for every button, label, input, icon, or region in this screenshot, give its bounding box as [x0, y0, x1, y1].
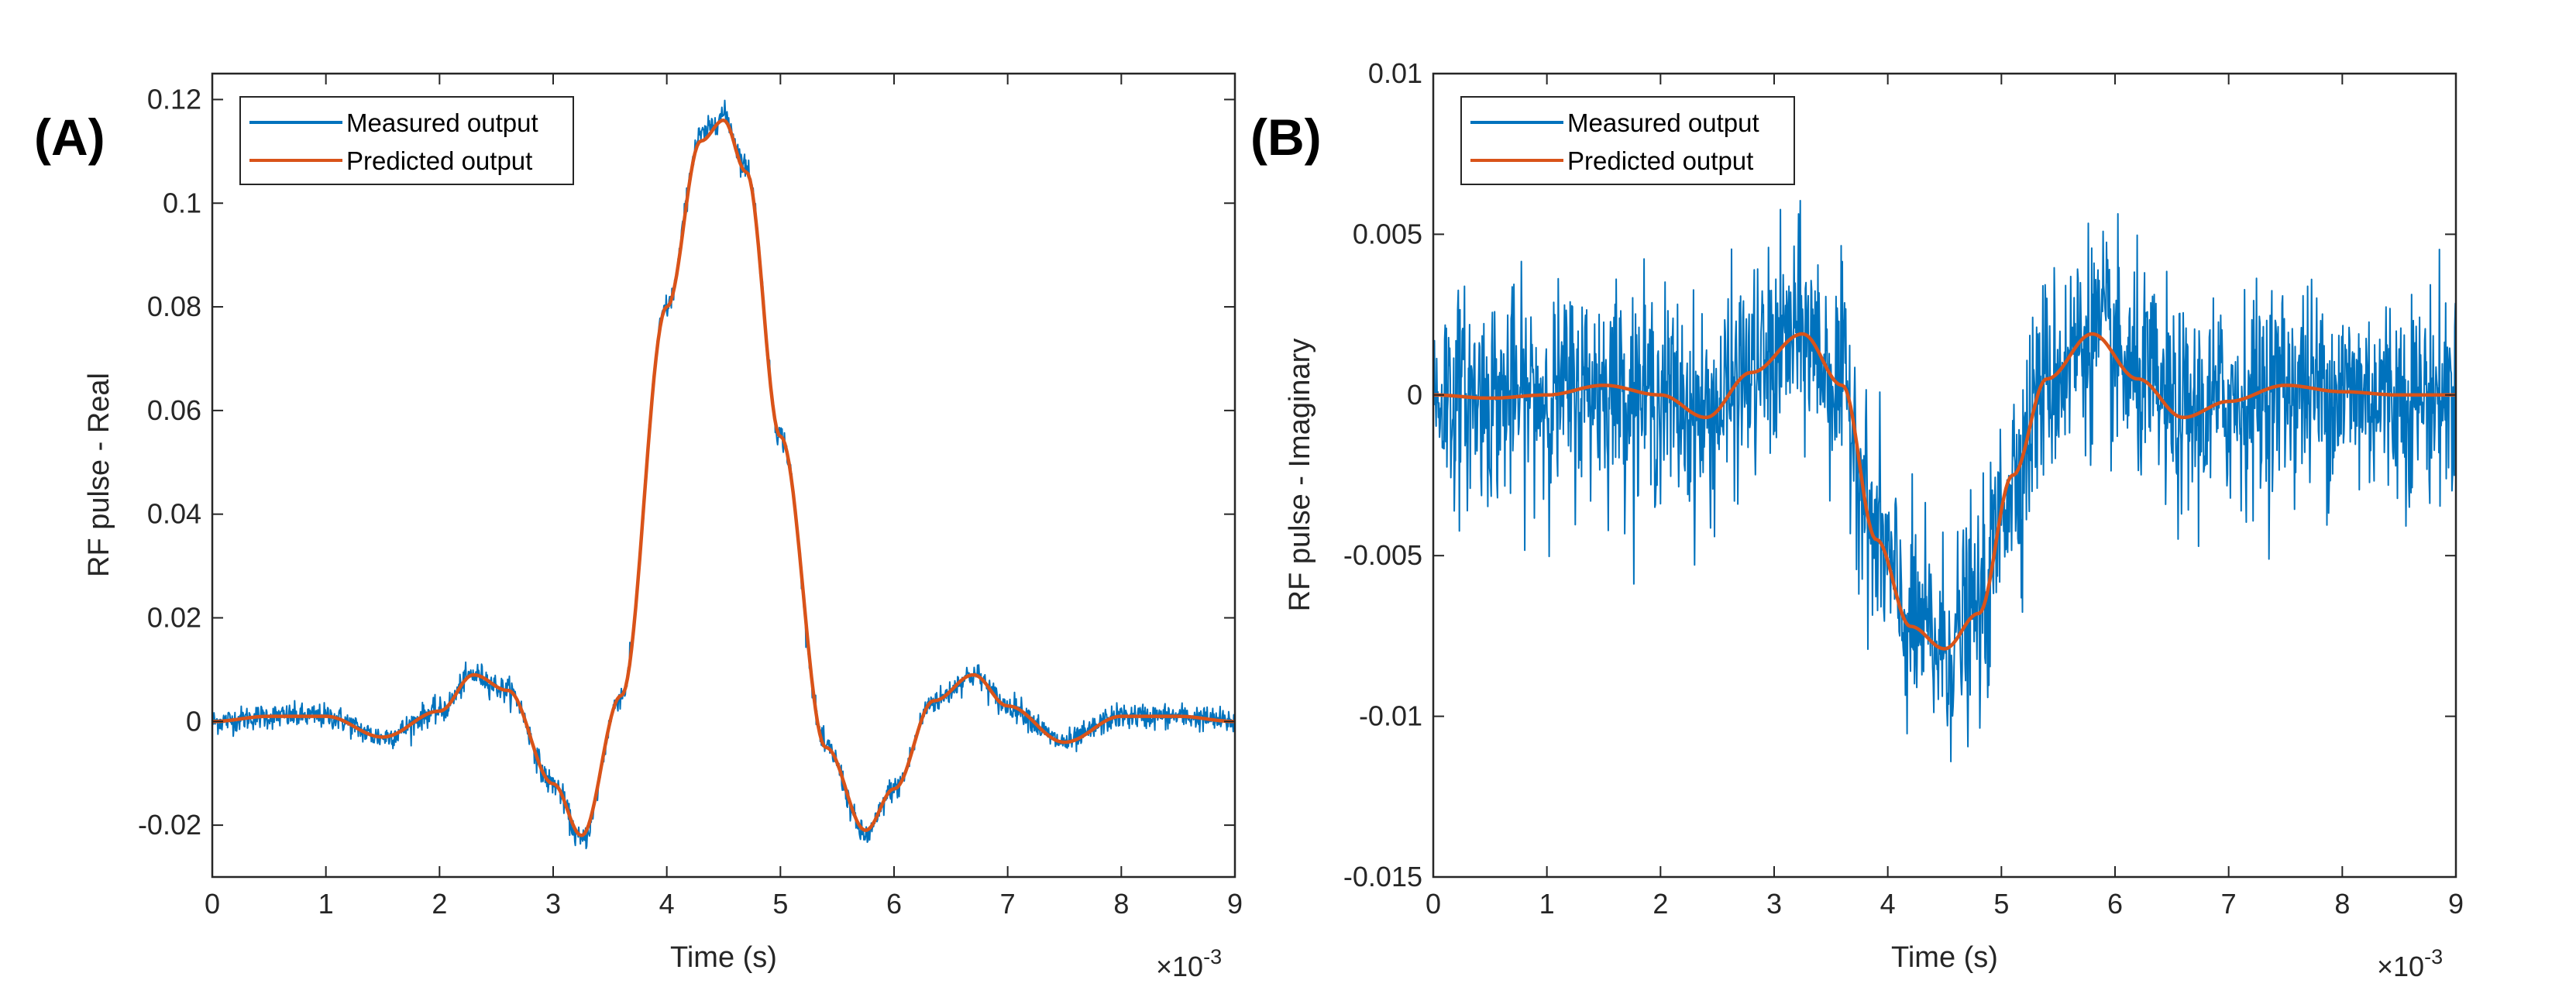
legend-a[interactable]: Measured output Predicted output: [239, 96, 574, 185]
legend-label-measured-a: Measured output: [346, 108, 538, 137]
x-exponent-base-a: ×10: [1156, 951, 1203, 982]
y-tick-label: 0.1: [163, 187, 201, 218]
series-line-predicted-b: [1433, 332, 2456, 651]
ticks-layer-b: 0 1 2 3 4 5 6 7 8 9 -0.015 -0.01 -0.005 0 0.005 0.01: [1343, 57, 2464, 920]
x-axis-label-a: Time (s): [670, 941, 777, 974]
x-tick-label: 1: [318, 888, 334, 920]
axes-box-a: [211, 72, 1236, 879]
legend-box-b: [1460, 96, 1795, 185]
x-tick-label: 2: [432, 888, 447, 920]
legend-label-predicted-a: Predicted output: [346, 146, 532, 175]
legend-b[interactable]: Measured output Predicted output: [1460, 96, 1795, 185]
svg-text:×10-3: ×10-3: [1156, 945, 1222, 982]
x-exponent-base-b: ×10: [2377, 951, 2424, 982]
series-layer-b: [1433, 200, 2456, 762]
x-exponent-power-b: -3: [2424, 945, 2443, 968]
panel-b: (B) 0 1 2 3 4 5 6 7 8 9 -0.015 -0.01 -0.005 0 0.005 0.0…: [1250, 57, 2464, 982]
panel-label-b: (B): [1250, 108, 1322, 166]
y-tick-label: 0.005: [1353, 218, 1422, 249]
series-layer-a: [212, 99, 1235, 850]
legend-label-measured-b: Measured output: [1567, 108, 1759, 137]
x-axis-label-b: Time (s): [1891, 941, 1998, 974]
y-tick-label: 0.04: [147, 498, 201, 530]
ticks-layer-a: 0 1 2 3 4 5 6 7 8 9 -0.02 0 0.02 0.04 0.06 0.08 0.1 0.12: [138, 74, 1243, 920]
y-tick-label: 0.02: [147, 601, 201, 633]
x-tick-label: 5: [1993, 888, 2009, 920]
y-tick-label: 0.06: [147, 394, 201, 426]
y-tick-label: 0: [186, 705, 201, 737]
x-tick-label: 8: [1113, 888, 1129, 920]
series-line-measured-b: [1433, 200, 2456, 762]
y-tick-label: -0.02: [138, 809, 201, 841]
x-exponent-b: ×10-3: [2377, 945, 2443, 982]
x-tick-label: 5: [772, 888, 788, 920]
x-tick-label: 9: [1227, 888, 1243, 920]
x-tick-label: 4: [1880, 888, 1896, 920]
x-tick-label: 8: [2334, 888, 2350, 920]
x-tick-label: 1: [1539, 888, 1555, 920]
panel-a: (A) 0 1 2 3 4 5 6 7 8 9-0.0200.020.040.060.080.10…: [34, 72, 1243, 982]
x-tick-label: 4: [659, 888, 675, 920]
x-tick-label: 6: [2107, 888, 2123, 920]
x-tick-label: 0: [205, 888, 220, 920]
legend-label-predicted-b: Predicted output: [1567, 146, 1753, 175]
x-tick-label: 6: [886, 888, 902, 920]
y-tick-label: 0.12: [147, 83, 201, 115]
x-exponent-a: ×10-3: [1156, 945, 1222, 982]
y-tick-label: -0.005: [1343, 539, 1422, 571]
x-tick-label: 3: [545, 888, 561, 920]
x-exponent-power-a: -3: [1203, 945, 1222, 968]
svg-text:×10-3: ×10-3: [2377, 945, 2443, 982]
y-tick-label: -0.01: [1359, 700, 1422, 732]
series-line-predicted-a: [212, 118, 1235, 837]
axes-box-b: [1432, 72, 2457, 879]
x-tick-label: 7: [2221, 888, 2237, 920]
x-tick-label: 3: [1766, 888, 1782, 920]
panel-label-a: (A): [34, 108, 105, 166]
y-tick-label: -0.015: [1343, 861, 1422, 892]
y-axis-label-b: RF pulse - Imaginary: [1284, 339, 1316, 612]
x-tick-label: 2: [1653, 888, 1668, 920]
y-tick-label: 0.08: [147, 291, 201, 322]
y-tick-label: 0.01: [1368, 57, 1422, 89]
y-tick-label: 0: [1407, 379, 1422, 411]
x-tick-label: 9: [2448, 888, 2464, 920]
x-tick-label: 7: [1000, 888, 1016, 920]
legend-box-a: [239, 96, 574, 185]
y-axis-label-a: RF pulse - Real: [83, 373, 115, 577]
x-tick-label: 0: [1426, 888, 1441, 920]
